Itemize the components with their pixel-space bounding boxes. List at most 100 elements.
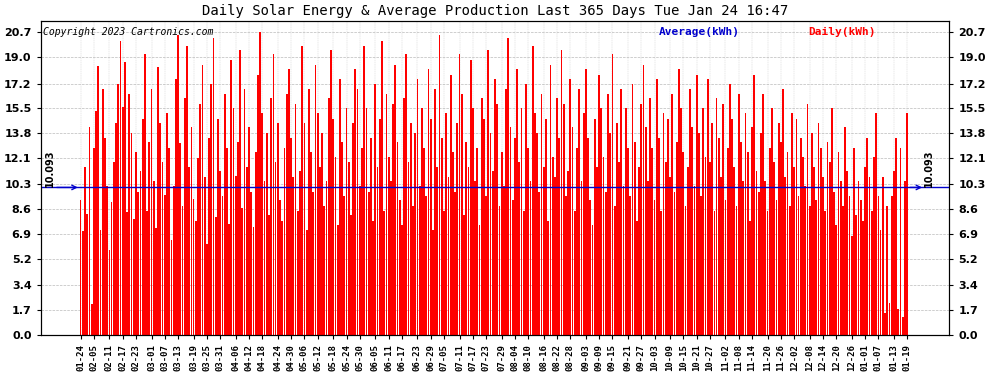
- Bar: [263, 182, 265, 335]
- Bar: [525, 84, 527, 335]
- Bar: [173, 186, 174, 335]
- Bar: [534, 113, 536, 335]
- Bar: [771, 108, 773, 335]
- Bar: [603, 157, 605, 335]
- Bar: [313, 192, 314, 335]
- Bar: [423, 148, 425, 335]
- Bar: [787, 152, 788, 335]
- Bar: [415, 133, 416, 335]
- Bar: [204, 177, 206, 335]
- Bar: [385, 94, 387, 335]
- Bar: [322, 133, 323, 335]
- Bar: [769, 148, 770, 335]
- Bar: [558, 138, 560, 335]
- Bar: [840, 182, 842, 335]
- Bar: [297, 211, 299, 335]
- Bar: [228, 224, 230, 335]
- Bar: [144, 54, 146, 335]
- Bar: [549, 64, 551, 335]
- Bar: [326, 182, 328, 335]
- Bar: [499, 206, 500, 335]
- Bar: [662, 113, 664, 335]
- Bar: [703, 108, 704, 335]
- Bar: [252, 227, 254, 335]
- Bar: [288, 69, 290, 335]
- Bar: [439, 35, 441, 335]
- Bar: [310, 152, 312, 335]
- Bar: [208, 138, 210, 335]
- Bar: [354, 69, 356, 335]
- Bar: [798, 196, 800, 335]
- Bar: [476, 148, 478, 335]
- Bar: [347, 162, 349, 335]
- Bar: [838, 152, 840, 335]
- Bar: [461, 94, 462, 335]
- Bar: [170, 240, 172, 335]
- Bar: [446, 113, 447, 335]
- Bar: [714, 211, 716, 335]
- Bar: [906, 113, 908, 335]
- Bar: [873, 157, 875, 335]
- Bar: [148, 142, 150, 335]
- Bar: [766, 211, 768, 335]
- Bar: [463, 215, 465, 335]
- Bar: [295, 104, 296, 335]
- Bar: [237, 142, 239, 335]
- Bar: [324, 206, 326, 335]
- Bar: [175, 79, 177, 335]
- Bar: [800, 138, 802, 335]
- Bar: [592, 225, 593, 335]
- Text: Average(kWh): Average(kWh): [658, 27, 740, 37]
- Bar: [621, 89, 622, 335]
- Bar: [804, 186, 806, 335]
- Bar: [569, 79, 571, 335]
- Bar: [248, 128, 249, 335]
- Bar: [537, 133, 538, 335]
- Bar: [895, 138, 897, 335]
- Bar: [875, 113, 877, 335]
- Bar: [864, 167, 866, 335]
- Bar: [188, 167, 190, 335]
- Bar: [639, 167, 640, 335]
- Bar: [279, 201, 281, 335]
- Bar: [361, 148, 363, 335]
- Bar: [616, 123, 618, 335]
- Bar: [682, 152, 684, 335]
- Bar: [140, 171, 142, 335]
- Bar: [306, 230, 308, 335]
- Bar: [437, 167, 439, 335]
- Bar: [775, 201, 777, 335]
- Bar: [687, 167, 689, 335]
- Bar: [505, 89, 507, 335]
- Bar: [612, 54, 614, 335]
- Bar: [521, 108, 523, 335]
- Bar: [836, 225, 838, 335]
- Bar: [226, 148, 228, 335]
- Bar: [651, 148, 653, 335]
- Bar: [689, 89, 691, 335]
- Text: 10.093: 10.093: [45, 150, 54, 188]
- Bar: [696, 75, 698, 335]
- Bar: [190, 128, 192, 335]
- Bar: [150, 89, 152, 335]
- Bar: [636, 221, 638, 335]
- Bar: [680, 108, 682, 335]
- Bar: [127, 212, 128, 335]
- Bar: [441, 138, 443, 335]
- Bar: [272, 54, 274, 335]
- Bar: [257, 75, 258, 335]
- Bar: [641, 104, 643, 335]
- Bar: [736, 206, 738, 335]
- Bar: [337, 225, 339, 335]
- Bar: [487, 50, 489, 335]
- Bar: [202, 64, 203, 335]
- Bar: [755, 171, 757, 335]
- Bar: [711, 123, 713, 335]
- Bar: [406, 54, 407, 335]
- Bar: [866, 138, 868, 335]
- Bar: [244, 89, 246, 335]
- Bar: [902, 317, 904, 335]
- Bar: [235, 176, 237, 335]
- Bar: [240, 50, 241, 335]
- Bar: [541, 94, 543, 335]
